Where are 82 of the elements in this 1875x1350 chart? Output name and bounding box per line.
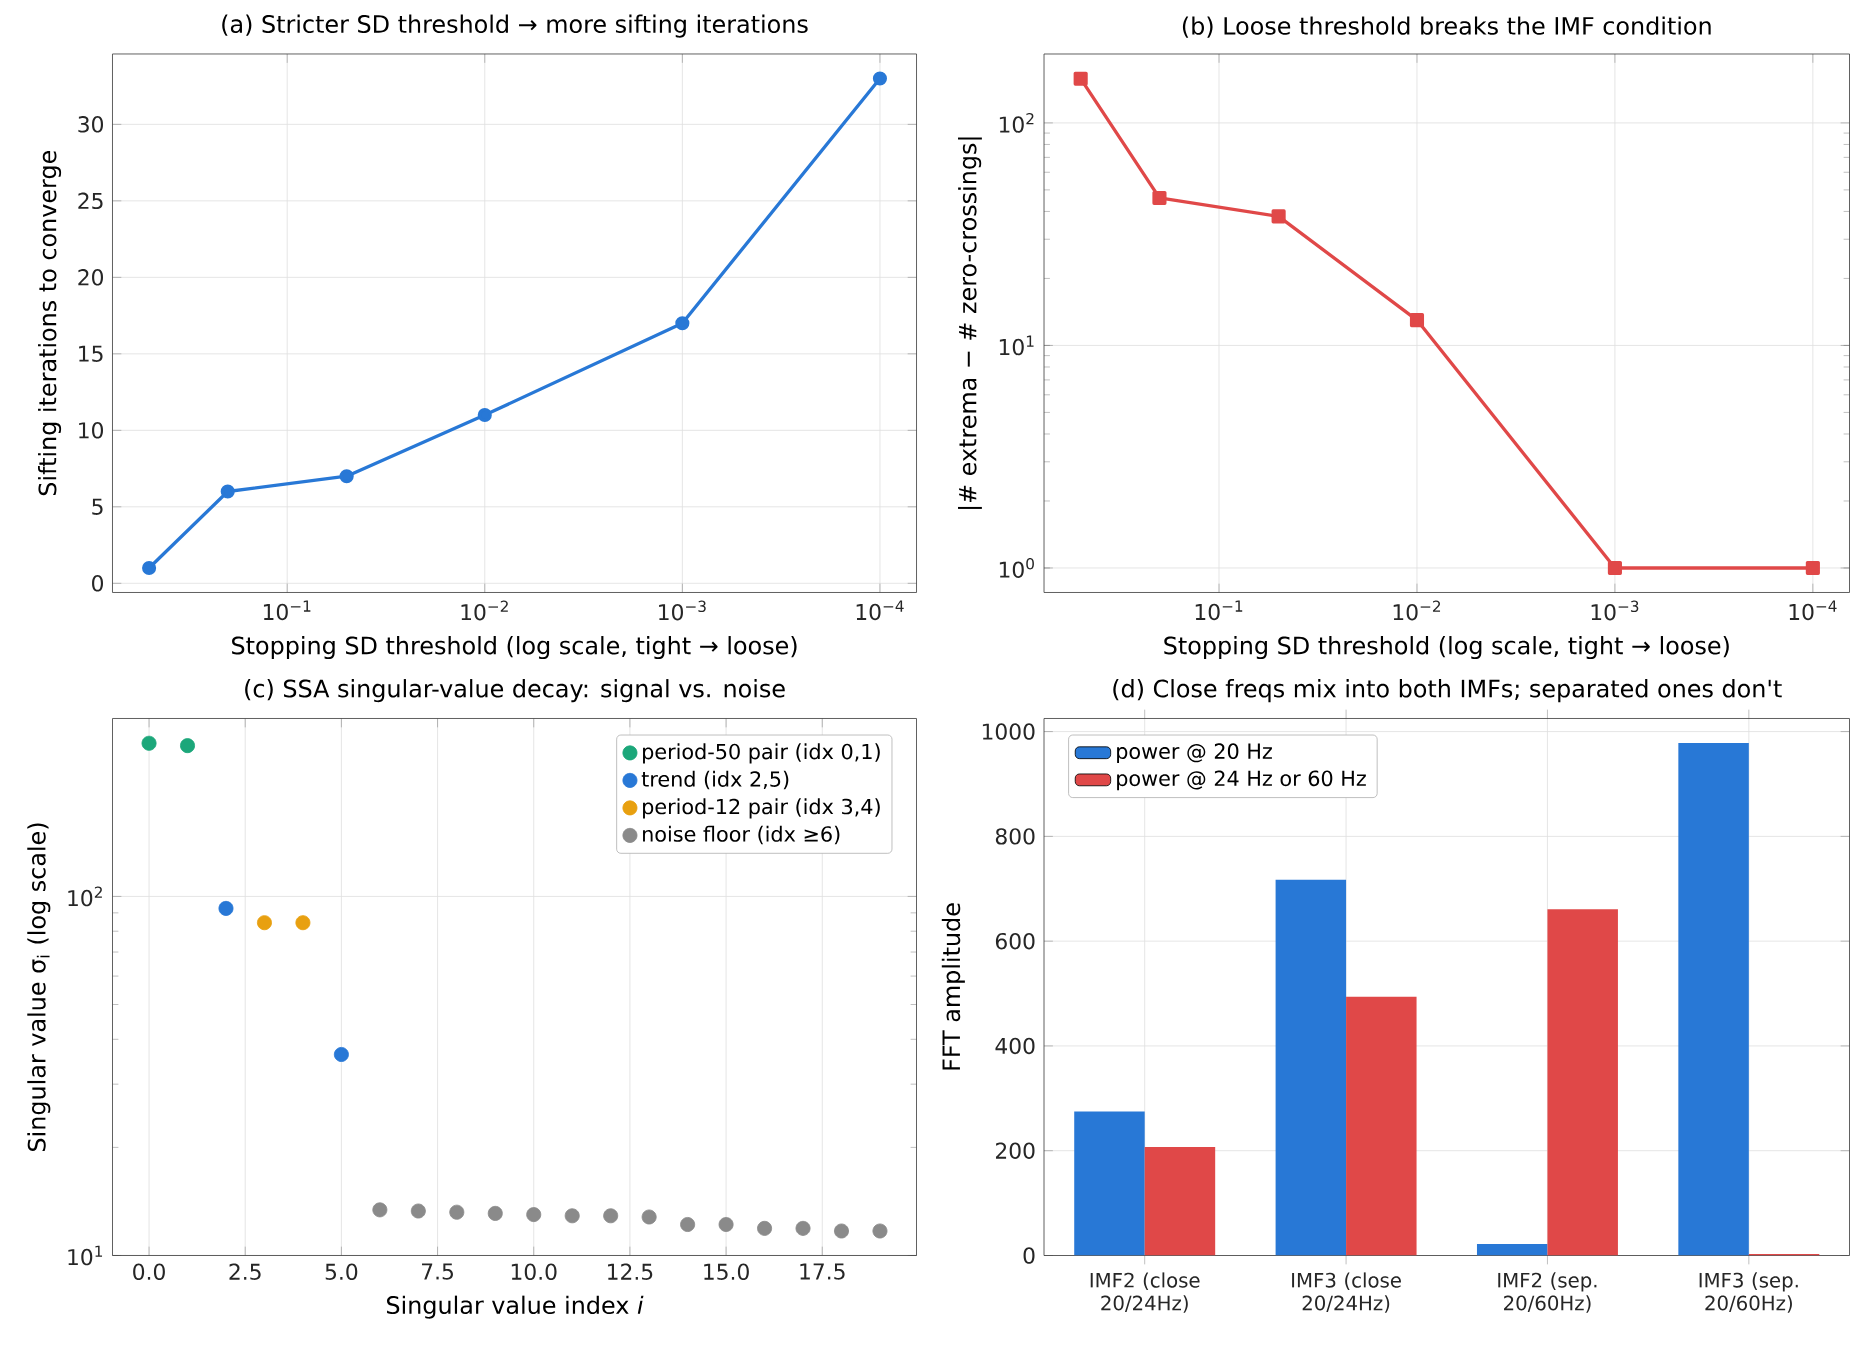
- legend-label: period-50 pair (idx 0,1): [643, 743, 880, 764]
- point: [333, 1046, 349, 1062]
- bar: [1275, 879, 1347, 1256]
- x-tick-label: IMF3 (close 20/24Hz): [1292, 1272, 1401, 1313]
- x-tick-label: 7.5: [422, 1263, 453, 1280]
- y-tick-label: 400: [995, 1037, 1035, 1055]
- y-tick-label: 200: [995, 1142, 1035, 1159]
- point: [526, 1207, 542, 1223]
- point: [564, 1208, 580, 1224]
- x-tick-label: IMF2 (close 20/24Hz): [1090, 1272, 1200, 1313]
- point: [718, 1217, 734, 1232]
- point: [641, 1209, 657, 1225]
- bar: [1074, 1111, 1145, 1256]
- x-tick-label: 10$^{−3}$: [1591, 600, 1639, 621]
- legend-label: period-12 pair (idx 3,4): [643, 798, 880, 819]
- point: [795, 1220, 811, 1236]
- x-tick-label: IMF3 (sep. 20/60Hz): [1699, 1272, 1798, 1313]
- y-tick-label: 10$^{2}$: [68, 886, 102, 907]
- legend-label: trend (idx 2,5): [641, 770, 789, 790]
- point: [180, 738, 195, 754]
- x-tick-label: 2.5: [229, 1263, 261, 1280]
- point: [487, 1205, 503, 1221]
- y-tick-label: 800: [995, 828, 1035, 845]
- x-tick-label: 10$^{−1}$: [1195, 600, 1243, 621]
- y-tick-label: 15: [79, 345, 103, 362]
- x-tick-label: 10$^{−1}$: [263, 600, 311, 621]
- y-tick-label: 25: [78, 192, 103, 210]
- y-tick-label: 10$^{1}$: [68, 1245, 103, 1266]
- x-tick-label: 10$^{−2}$: [461, 600, 508, 621]
- x-tick-label: 0.0: [133, 1263, 165, 1280]
- x-tick-label: IMF2 (sep. 20/60Hz): [1498, 1272, 1597, 1313]
- bar: [1547, 909, 1618, 1256]
- chart-title: (b) Loose threshold breaks the IMF condition: [1182, 16, 1711, 38]
- point: [872, 1223, 888, 1239]
- y-axis-title: Sifting iterations to converge: [38, 150, 62, 496]
- y-tick-label: 0: [1023, 1247, 1035, 1264]
- point: [834, 1223, 849, 1239]
- y-tick-label: 10$^{0}$: [999, 558, 1034, 578]
- bar: [1346, 996, 1417, 1256]
- y-tick-label: 10$^{2}$: [999, 112, 1034, 133]
- point: [372, 1202, 388, 1218]
- legend-label: power @ 20 Hz: [1117, 743, 1272, 764]
- x-tick-label: 15.0: [704, 1263, 749, 1280]
- point: [757, 1220, 773, 1236]
- point: [410, 1203, 426, 1219]
- point: [218, 900, 234, 916]
- legend-label: power @ 24 Hz or 60 Hz: [1117, 770, 1366, 791]
- x-axis-title: Stopping SD threshold (log scale, tight → loose): [232, 636, 797, 660]
- point: [603, 1208, 619, 1224]
- x-axis-title: Singular value index i: [386, 1295, 644, 1319]
- point: [680, 1217, 696, 1232]
- y-tick-label: 600: [995, 932, 1035, 950]
- chart-title: (a) Stricter SD threshold → more sifting iterations: [222, 14, 808, 38]
- chart-title: (c) SSA singular-value decay: signal vs. noise: [245, 679, 785, 703]
- x-axis-title: Stopping SD threshold (log scale, tight → loose): [1164, 636, 1729, 660]
- point: [256, 915, 272, 931]
- y-tick-label: 1000: [982, 723, 1035, 740]
- x-tick-label: 12.5: [608, 1263, 653, 1280]
- point: [141, 735, 157, 751]
- bar: [1144, 1147, 1216, 1256]
- chart-title: (d) Close freqs mix into both IMFs; separated ones don't: [1113, 679, 1782, 703]
- x-tick-label: 17.5: [800, 1263, 845, 1280]
- y-axis-title: |# extrema − # zero-crossings|: [958, 137, 982, 509]
- y-axis-title: Singular value σ$_{i}$ (log scale): [27, 823, 51, 1151]
- point: [295, 915, 311, 931]
- y-tick-label: 30: [78, 116, 104, 133]
- x-tick-label: 10$^{−4}$: [1789, 600, 1837, 621]
- bar: [1476, 1243, 1548, 1256]
- bar: [1678, 743, 1749, 1256]
- y-tick-label: 20: [78, 269, 104, 286]
- y-tick-label: 5: [92, 498, 103, 515]
- y-axis-title: FFT amplitude: [941, 903, 965, 1070]
- x-tick-label: 10$^{−3}$: [659, 600, 706, 621]
- y-tick-label: 0: [92, 575, 104, 592]
- legend-label: noise floor (idx ≥6): [643, 825, 840, 845]
- x-tick-label: 10$^{−4}$: [856, 600, 904, 621]
- y-tick-label: 10: [79, 422, 104, 439]
- point: [449, 1204, 465, 1220]
- y-tick-label: 10$^{1}$: [999, 335, 1034, 356]
- x-tick-label: 5.0: [325, 1263, 358, 1280]
- x-tick-label: 10$^{−2}$: [1393, 600, 1441, 621]
- x-tick-label: 10.0: [511, 1263, 557, 1280]
